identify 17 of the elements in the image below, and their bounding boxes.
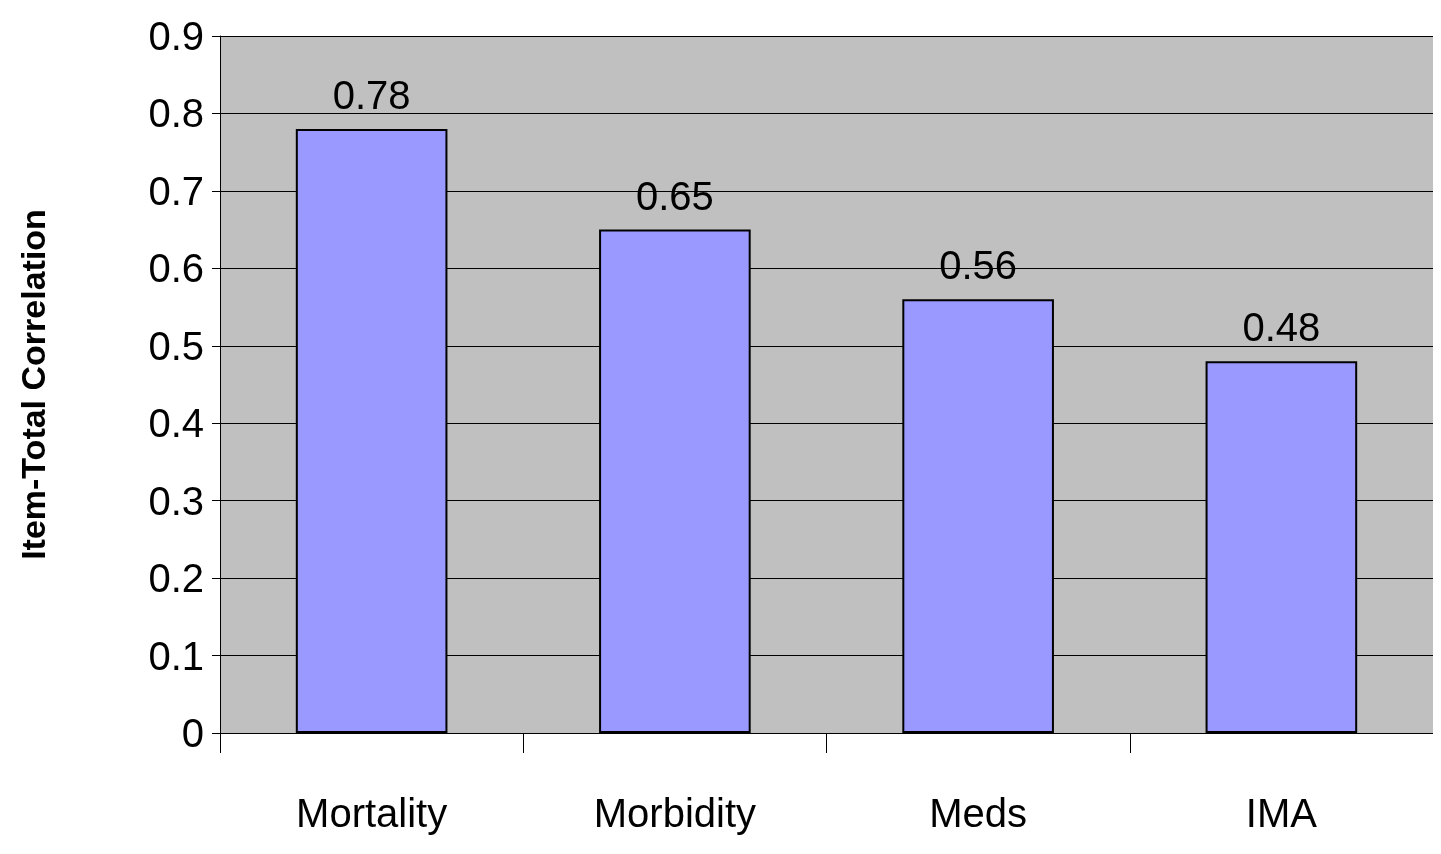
x-tick-label: Mortality: [296, 791, 448, 835]
x-tick-label: Morbidity: [593, 791, 757, 835]
data-label: 0.48: [1242, 305, 1321, 350]
x-tick-label: Meds: [929, 791, 1028, 835]
y-tick-label: 0.6: [148, 246, 204, 291]
y-tick-label: 0.9: [148, 14, 204, 58]
y-axis-title: Item-Total Correlation: [14, 209, 52, 560]
y-tick-label: 0.3: [148, 478, 204, 523]
data-label: 0.78: [332, 72, 411, 117]
y-tick-label: 0.2: [148, 556, 204, 601]
y-tick-label: 0.4: [148, 401, 204, 446]
y-tick-label: 0: [181, 711, 204, 755]
y-tick-label: 0.1: [148, 633, 204, 678]
y-tick-label: 0.7: [148, 168, 204, 213]
y-tick-label: 0.5: [148, 323, 204, 368]
x-tick-label: IMA: [1245, 791, 1318, 835]
y-tick-label: 0.8: [148, 91, 204, 136]
